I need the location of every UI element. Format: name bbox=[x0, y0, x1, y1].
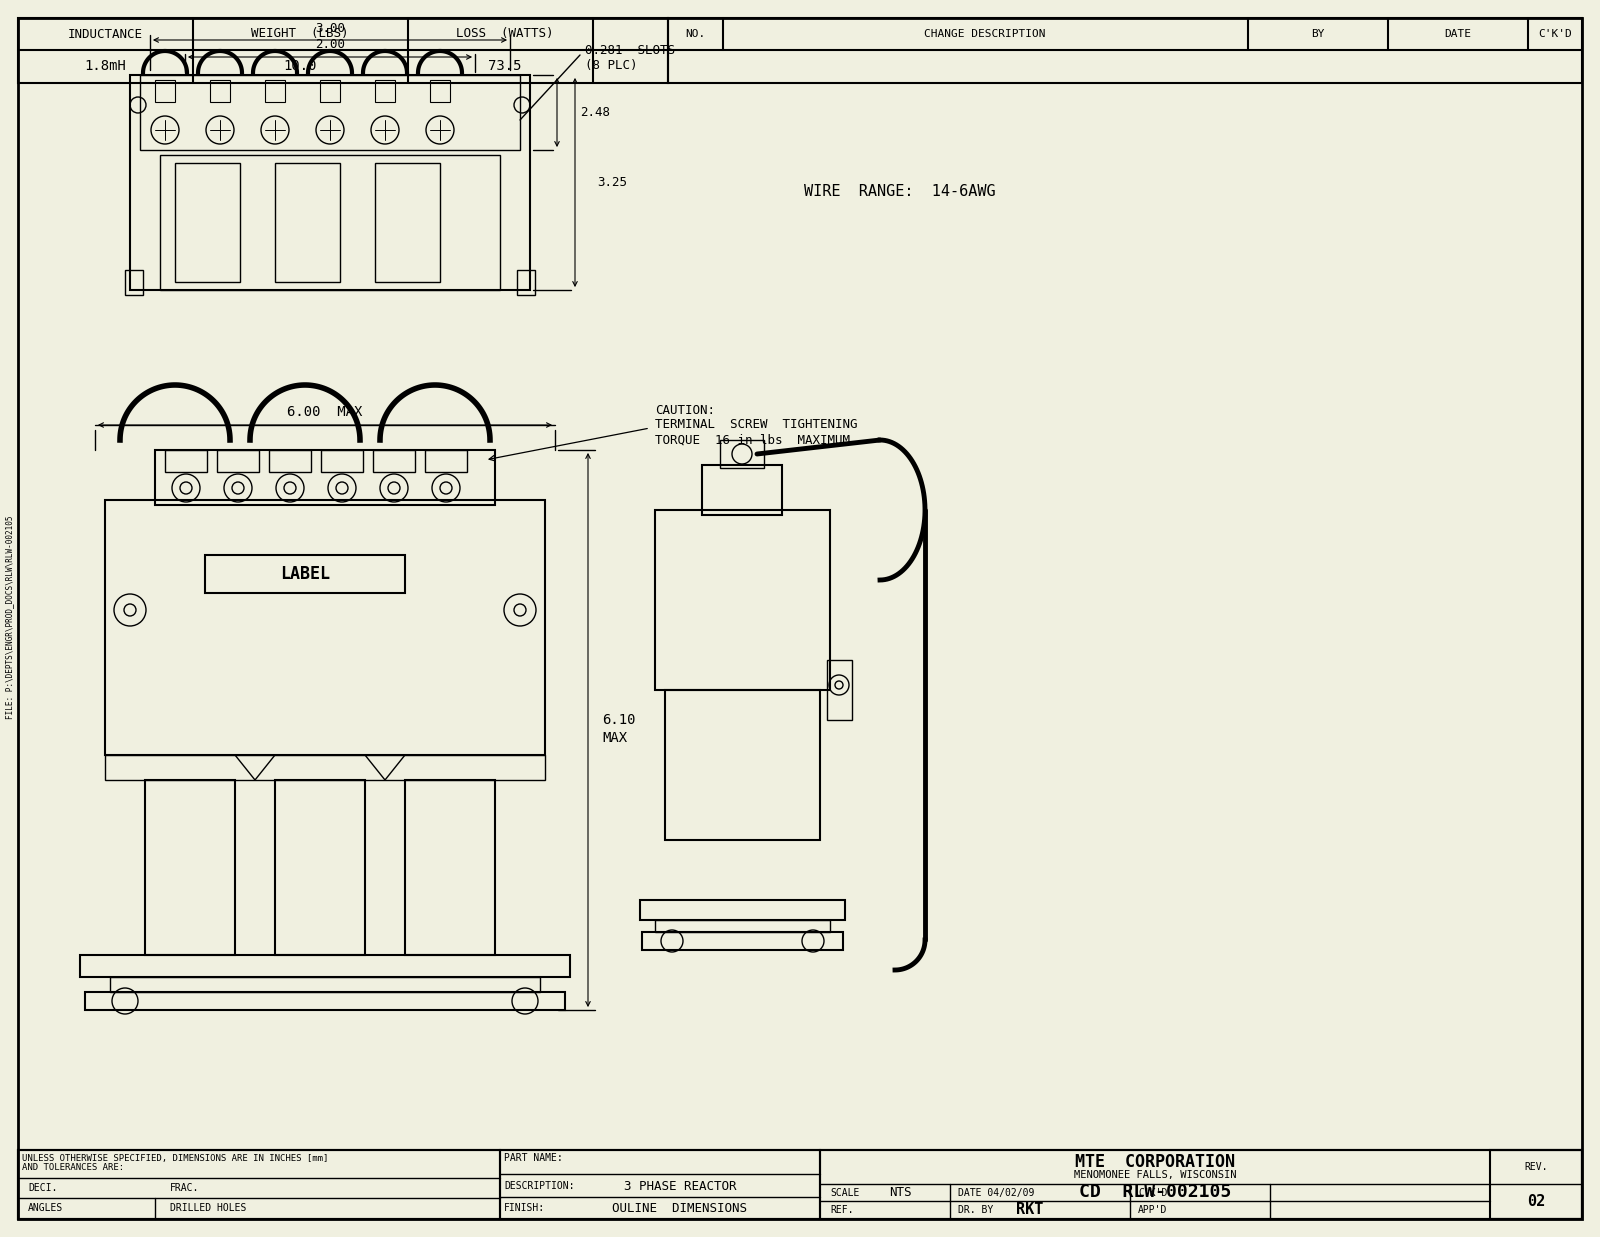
Text: 2.00: 2.00 bbox=[315, 38, 346, 52]
Text: NTS: NTS bbox=[888, 1186, 912, 1200]
Text: 6.10: 6.10 bbox=[602, 713, 635, 727]
Bar bbox=[669, 19, 1582, 83]
Bar bbox=[1490, 1150, 1582, 1218]
Bar bbox=[160, 155, 499, 289]
Bar bbox=[165, 450, 206, 473]
Bar bbox=[110, 977, 541, 992]
Text: MENOMONEE FALLS, WISCONSIN: MENOMONEE FALLS, WISCONSIN bbox=[1074, 1170, 1237, 1180]
Bar bbox=[374, 80, 395, 101]
Bar bbox=[517, 270, 534, 294]
Text: RKT: RKT bbox=[1016, 1202, 1043, 1217]
Text: WIRE  RANGE:  14-6AWG: WIRE RANGE: 14-6AWG bbox=[805, 184, 995, 199]
Text: OULINE  DIMENSIONS: OULINE DIMENSIONS bbox=[613, 1201, 747, 1215]
Text: 3.25: 3.25 bbox=[597, 176, 627, 188]
Text: 1.8mH: 1.8mH bbox=[85, 59, 126, 73]
Bar bbox=[106, 755, 546, 781]
Bar bbox=[85, 992, 565, 1009]
Text: 3 PHASE REACTOR: 3 PHASE REACTOR bbox=[624, 1180, 736, 1192]
Text: MAX: MAX bbox=[602, 731, 627, 745]
Bar bbox=[666, 690, 819, 840]
Text: NO.: NO. bbox=[685, 28, 706, 40]
Text: DATE: DATE bbox=[1445, 28, 1472, 40]
Bar bbox=[373, 450, 414, 473]
Text: FRAC.: FRAC. bbox=[170, 1183, 200, 1192]
Text: WEIGHT  (LBS): WEIGHT (LBS) bbox=[251, 27, 349, 41]
Text: DR. BY: DR. BY bbox=[958, 1205, 994, 1215]
Text: 2.48: 2.48 bbox=[579, 105, 610, 119]
Text: 3.00: 3.00 bbox=[315, 21, 346, 35]
Bar bbox=[125, 270, 142, 294]
Bar bbox=[322, 450, 363, 473]
Bar bbox=[155, 80, 174, 101]
Text: SCALE: SCALE bbox=[830, 1188, 859, 1197]
Bar bbox=[18, 1150, 1582, 1218]
Bar bbox=[819, 1150, 1582, 1218]
Bar bbox=[430, 80, 450, 101]
Text: 73.5: 73.5 bbox=[488, 59, 522, 73]
Bar bbox=[640, 901, 845, 920]
Text: ANGLES: ANGLES bbox=[29, 1204, 64, 1213]
Text: AND TOLERANCES ARE:: AND TOLERANCES ARE: bbox=[22, 1164, 125, 1173]
Bar bbox=[18, 1150, 499, 1218]
Bar bbox=[218, 450, 259, 473]
Bar bbox=[275, 163, 339, 282]
Text: FINISH:: FINISH: bbox=[504, 1204, 546, 1213]
Bar bbox=[642, 931, 843, 950]
Text: CHANGE DESCRIPTION: CHANGE DESCRIPTION bbox=[925, 28, 1046, 40]
Bar bbox=[141, 75, 520, 150]
Text: DATE 04/02/09: DATE 04/02/09 bbox=[958, 1188, 1034, 1197]
Text: APP'D: APP'D bbox=[1138, 1205, 1168, 1215]
Bar bbox=[210, 80, 230, 101]
Text: 02: 02 bbox=[1526, 1195, 1546, 1210]
Bar bbox=[106, 500, 546, 755]
Text: CD  RLW-002105: CD RLW-002105 bbox=[1078, 1183, 1230, 1201]
Bar bbox=[155, 450, 494, 505]
Bar bbox=[266, 80, 285, 101]
Text: (8 PLC): (8 PLC) bbox=[586, 58, 637, 72]
Text: 6.00  MAX: 6.00 MAX bbox=[288, 404, 363, 419]
Text: TERMINAL  SCREW  TIGHTENING: TERMINAL SCREW TIGHTENING bbox=[654, 418, 858, 432]
Bar bbox=[269, 450, 310, 473]
Bar bbox=[720, 440, 765, 468]
Bar bbox=[654, 920, 830, 931]
Text: CAUTION:: CAUTION: bbox=[654, 403, 715, 417]
Text: MTE  CORPORATION: MTE CORPORATION bbox=[1075, 1153, 1235, 1171]
Bar bbox=[702, 465, 782, 515]
Text: 0.281  SLOTS: 0.281 SLOTS bbox=[586, 43, 675, 57]
Text: REF.: REF. bbox=[830, 1205, 853, 1215]
Text: BY: BY bbox=[1312, 28, 1325, 40]
Text: PART NAME:: PART NAME: bbox=[504, 1153, 563, 1163]
Text: UNLESS OTHERWISE SPECIFIED, DIMENSIONS ARE IN INCHES [mm]: UNLESS OTHERWISE SPECIFIED, DIMENSIONS A… bbox=[22, 1153, 328, 1163]
Bar bbox=[18, 19, 669, 83]
Bar bbox=[654, 510, 830, 690]
Bar bbox=[174, 163, 240, 282]
Bar bbox=[499, 1150, 819, 1218]
Bar bbox=[275, 781, 365, 955]
Bar bbox=[405, 781, 494, 955]
Text: C'K'D: C'K'D bbox=[1538, 28, 1571, 40]
Text: DECI.: DECI. bbox=[29, 1183, 58, 1192]
Text: LOSS  (WATTS): LOSS (WATTS) bbox=[456, 27, 554, 41]
Text: DRILLED HOLES: DRILLED HOLES bbox=[170, 1204, 246, 1213]
Text: DESCRIPTION:: DESCRIPTION: bbox=[504, 1181, 574, 1191]
Bar bbox=[374, 163, 440, 282]
Text: TORQUE  16 in-lbs  MAXIMUM: TORQUE 16 in-lbs MAXIMUM bbox=[654, 433, 850, 447]
Bar bbox=[205, 555, 405, 593]
Text: INDUCTANCE: INDUCTANCE bbox=[67, 27, 142, 41]
Bar bbox=[130, 75, 530, 289]
Bar bbox=[146, 781, 235, 955]
Bar bbox=[827, 661, 851, 720]
Text: C'K'D: C'K'D bbox=[1138, 1188, 1168, 1197]
Text: REV.: REV. bbox=[1525, 1162, 1547, 1171]
Text: LABEL: LABEL bbox=[280, 565, 330, 583]
Bar bbox=[426, 450, 467, 473]
Text: 10.0: 10.0 bbox=[283, 59, 317, 73]
Bar bbox=[320, 80, 339, 101]
Text: FILE: P:\DEPTS\ENGR\PROD_DOCS\RLW\RLW-002105: FILE: P:\DEPTS\ENGR\PROD_DOCS\RLW\RLW-00… bbox=[5, 516, 14, 719]
Bar bbox=[80, 955, 570, 977]
